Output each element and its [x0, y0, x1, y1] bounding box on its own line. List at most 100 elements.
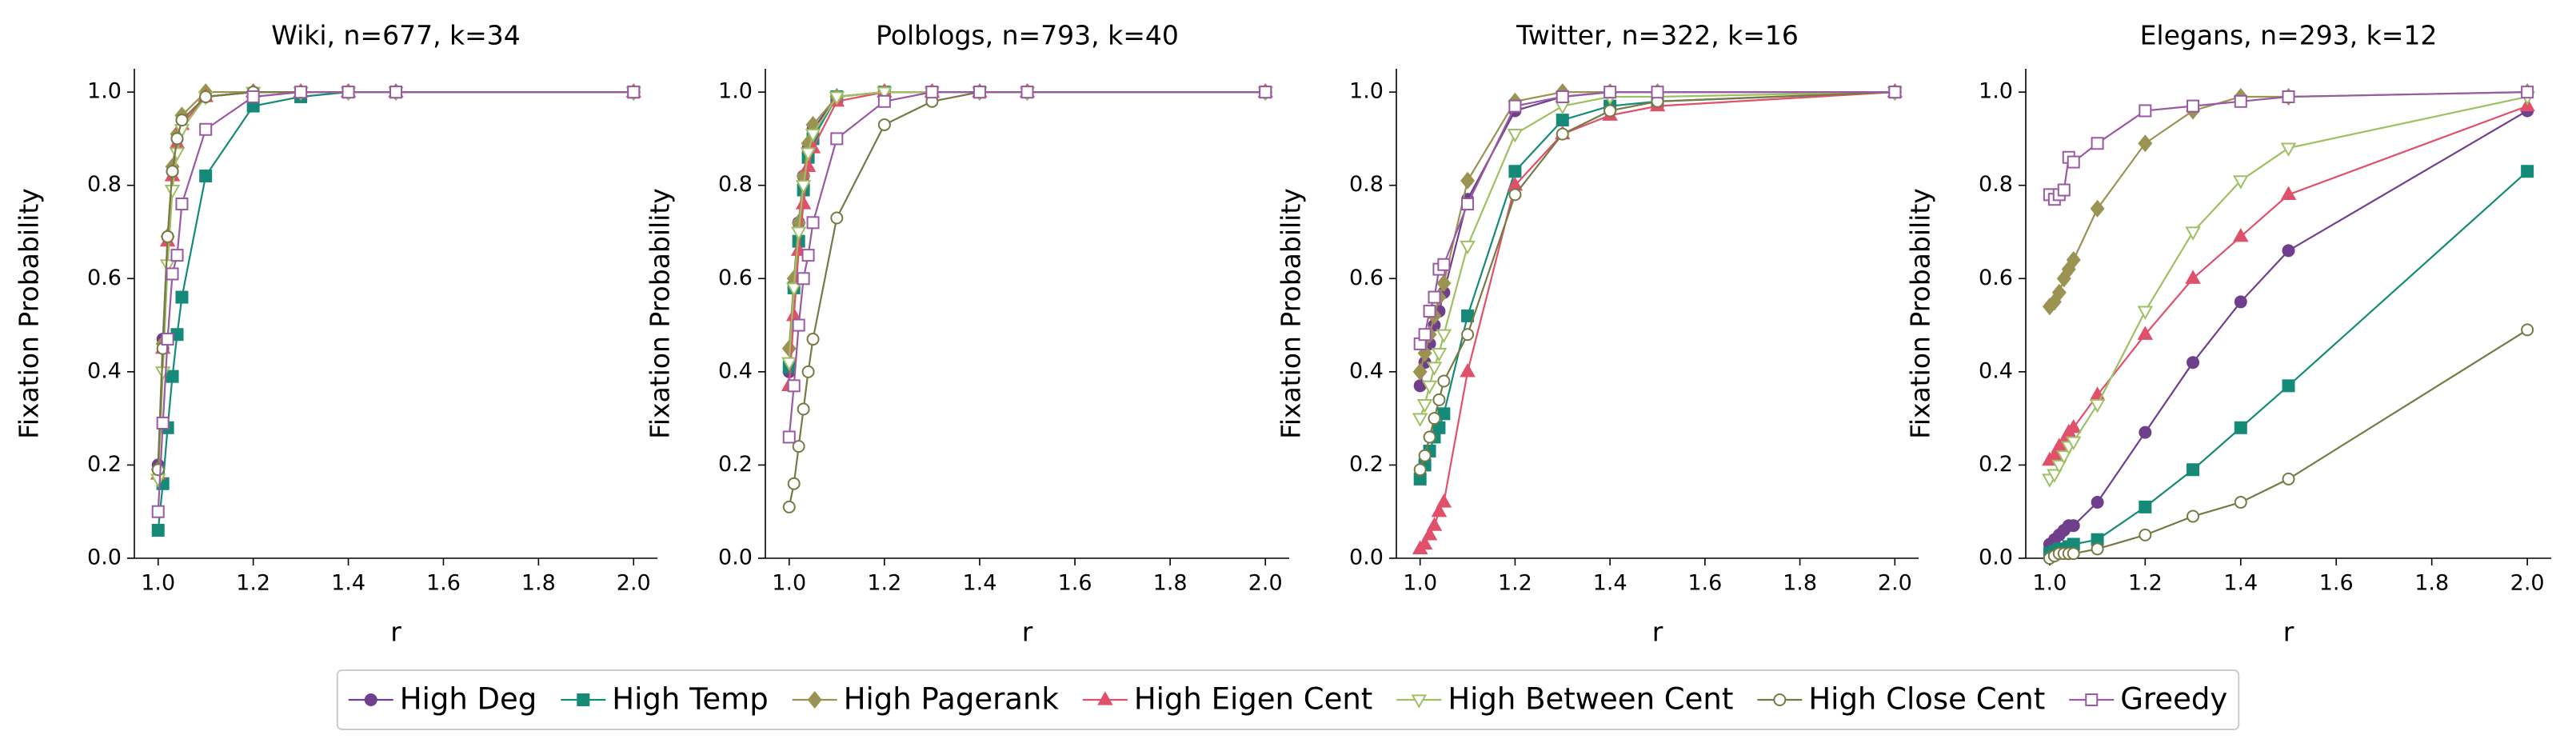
marker — [795, 180, 812, 194]
marker — [151, 463, 165, 477]
marker — [2089, 399, 2106, 413]
x-tick-label: 1.0 — [1403, 571, 1437, 596]
x-tick-label: 1.0 — [772, 571, 806, 596]
series-line — [157, 91, 634, 531]
series-line — [157, 91, 634, 465]
y-axis-label: Fixation Probability — [1276, 188, 1307, 439]
marker — [161, 333, 174, 346]
y-tick-label: 0.0 — [87, 545, 122, 570]
marker — [1508, 99, 1522, 113]
marker — [972, 86, 986, 99]
marker — [166, 370, 179, 383]
x-tick-label: 1.8 — [521, 571, 556, 596]
marker — [1418, 449, 1432, 462]
marker — [161, 230, 174, 243]
marker — [795, 195, 812, 210]
marker — [2137, 306, 2154, 320]
x-tick-label: 1.8 — [1153, 571, 1188, 596]
y-tick-label: 0.6 — [87, 266, 122, 290]
marker — [294, 86, 308, 99]
legend-marker — [577, 693, 590, 706]
legend-label: High Deg — [400, 682, 537, 717]
x-tick-label: 1.4 — [962, 571, 996, 596]
legend-item: High Eigen Cent — [1082, 682, 1372, 717]
marker — [1428, 412, 1441, 425]
marker — [2066, 250, 2081, 270]
marker — [877, 86, 893, 101]
marker — [389, 86, 402, 99]
y-tick-label: 0.4 — [87, 358, 122, 383]
marker — [787, 477, 801, 490]
y-tick-label: 0.2 — [1979, 452, 2013, 477]
legend-item: High Deg — [348, 682, 537, 717]
marker — [1431, 502, 1448, 517]
marker — [2187, 509, 2200, 523]
marker — [790, 226, 807, 241]
marker — [806, 333, 820, 346]
marker — [2185, 226, 2201, 241]
marker — [829, 91, 845, 106]
marker — [2091, 137, 2104, 150]
marker — [2090, 199, 2105, 218]
marker — [1604, 104, 1617, 118]
marker — [1461, 198, 1475, 211]
marker — [199, 90, 213, 103]
marker — [1418, 328, 1432, 342]
marker — [1412, 413, 1428, 427]
marker — [806, 216, 820, 230]
marker — [781, 357, 797, 371]
x-tick-label: 2.0 — [1248, 571, 1283, 596]
y-tick-label: 0.0 — [1979, 545, 2013, 570]
marker — [199, 122, 213, 136]
marker — [2234, 496, 2247, 509]
marker — [164, 184, 181, 199]
marker — [170, 249, 184, 262]
marker — [785, 282, 802, 297]
marker — [1461, 328, 1475, 342]
marker — [925, 86, 939, 99]
marker — [1412, 362, 1428, 381]
legend-item: Greedy — [2069, 682, 2227, 717]
marker — [782, 500, 796, 513]
marker — [797, 272, 810, 286]
marker — [2233, 175, 2249, 190]
marker — [830, 132, 844, 146]
legend-box — [336, 669, 2240, 730]
x-tick-label: 1.2 — [2128, 571, 2163, 596]
marker — [2067, 519, 2080, 533]
series-line — [157, 91, 634, 470]
marker — [151, 524, 165, 537]
y-tick-label: 0.0 — [1349, 545, 1384, 570]
marker — [2521, 165, 2534, 178]
marker — [1507, 129, 1524, 143]
marker — [1461, 309, 1475, 322]
marker — [2051, 283, 2067, 302]
x-tick-label: 2.0 — [617, 571, 651, 596]
x-tick-label: 1.0 — [141, 571, 175, 596]
marker — [2139, 104, 2152, 118]
marker — [2185, 270, 2201, 284]
series-line — [788, 91, 1266, 349]
marker — [2280, 186, 2297, 200]
y-tick-label: 0.6 — [718, 266, 753, 290]
marker — [2187, 356, 2200, 370]
marker — [2065, 419, 2082, 433]
marker — [2282, 379, 2295, 393]
marker — [166, 165, 179, 178]
legend-label: High Close Cent — [1808, 682, 2045, 717]
series-line — [157, 91, 634, 475]
chart-title: Twitter, n=322, k=16 — [1516, 20, 1799, 51]
marker — [199, 170, 213, 183]
marker — [1416, 399, 1433, 413]
x-tick-label: 1.2 — [236, 571, 270, 596]
legend-label: High Between Cent — [1448, 682, 1733, 717]
y-axis-label: Fixation Probability — [645, 188, 676, 439]
marker — [156, 416, 170, 429]
marker — [159, 259, 176, 274]
series-line — [788, 91, 1266, 386]
marker — [2047, 469, 2063, 483]
marker — [1423, 430, 1436, 444]
marker — [2139, 528, 2152, 541]
marker — [1651, 86, 1664, 99]
series-line — [788, 91, 1266, 437]
